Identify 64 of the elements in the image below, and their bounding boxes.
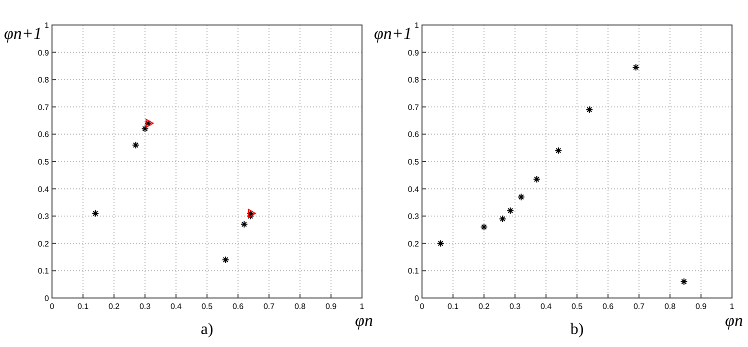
y-axis-title: φn+1 [374,24,412,43]
x-tick-label: 1 [360,302,365,311]
y-tick-label: 0.1 [408,266,420,276]
y-tick-label: 0.6 [408,130,420,140]
x-tick-label: 0.7 [633,302,646,311]
x-tick-label: 0.7 [263,302,276,311]
y-tick-label: 1 [414,21,420,30]
x-tick-label: 0.5 [571,302,584,311]
point [480,223,488,231]
x-tick-label: 0.2 [478,302,490,311]
point [222,256,230,264]
y-tick-label: 0.6 [38,130,50,140]
y-tick-label: 0.3 [38,212,50,222]
point [533,176,540,183]
x-tick-label: 0.6 [602,302,614,311]
y-tick-label: 0.4 [408,184,420,194]
y-tick-label: 0.4 [38,184,50,194]
y-tick-label: 1 [44,21,50,30]
text: b) [570,321,584,338]
y-tick-label: 0.8 [408,76,420,85]
point [554,146,562,154]
point [132,141,140,149]
y-tick-label: 0.2 [408,239,420,248]
y-tick-label: 0.8 [38,76,50,85]
y-tick-label: 0.9 [38,48,50,58]
x-tick-label: 0.4 [540,302,552,311]
y-tick-label: 0.5 [408,158,420,166]
y-tick-label: 0 [414,294,420,303]
point [436,240,444,248]
point [680,278,688,286]
point [498,215,506,223]
x-tick-label: 0.8 [294,302,306,311]
point [632,64,640,72]
y-tick-label: 0.2 [38,239,50,248]
x-tick-label: 0.4 [170,302,182,311]
x-tick-label: 0.9 [325,302,338,311]
x-tick-label: 0.1 [447,302,460,311]
point [518,193,525,201]
y-tick-label: 0 [44,294,50,303]
y-tick-label: 0.5 [38,158,50,166]
x-axis-title: φn [355,311,373,330]
x-axis-title: φn [725,311,743,330]
point [506,206,514,214]
point [144,120,152,127]
x-tick-label: 1 [730,302,735,311]
x-tick-label: 0.9 [695,302,708,311]
text: a) [200,321,214,338]
point [240,220,248,228]
x-tick-label: 0.8 [664,302,676,311]
y-tick-label: 0.9 [408,48,420,58]
x-tick-label: 0.3 [139,302,152,311]
point [92,210,100,218]
y-tick-label: 0.7 [408,102,420,112]
y-tick-label: 0.1 [38,266,50,276]
y-tick-label: 0.3 [408,212,420,222]
point [586,106,594,114]
point [141,125,149,132]
x-tick-label: 0.3 [509,302,522,311]
y-tick-label: 0.7 [38,102,50,112]
x-tick-label: 0.5 [201,302,214,311]
x-tick-label: 0.6 [232,302,244,311]
x-tick-label: 0.2 [108,302,120,311]
y-axis-title: φn+1 [4,24,42,43]
x-tick-label: 0.1 [77,302,90,311]
